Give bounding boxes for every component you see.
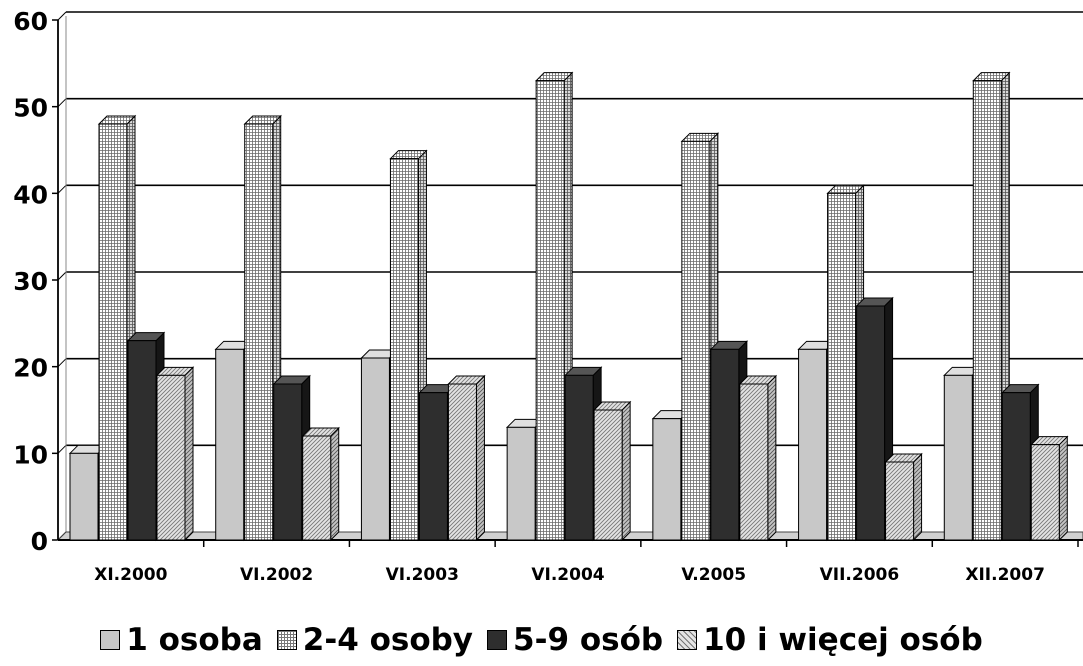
bar-front <box>1001 392 1031 541</box>
legend-item-2-4-osoby: 2-4 osoby <box>276 622 474 658</box>
bar-front <box>389 158 419 541</box>
bar-front <box>98 123 128 541</box>
y-tick-label: 60 <box>13 7 48 36</box>
bar <box>1030 435 1069 542</box>
bar-front <box>798 348 828 541</box>
bar-front <box>564 374 594 541</box>
legend-swatch <box>100 630 121 650</box>
gridline-depth <box>57 444 67 454</box>
legend-label: 2-4 osoby <box>302 622 474 658</box>
bar <box>447 374 486 542</box>
x-tick-label: VII.2006 <box>820 565 900 585</box>
bar-front <box>69 452 99 541</box>
bar <box>884 452 923 542</box>
legend-swatch <box>677 630 698 650</box>
bar-front <box>1030 444 1060 541</box>
gridline-depth <box>57 358 67 368</box>
bar-side <box>330 426 340 542</box>
bar-side <box>184 366 194 542</box>
y-tick-label: 30 <box>13 267 48 296</box>
bar-chart: 0 10 20 30 40 50 60 XI.2000 VI.2002 VI.2003 VI.200… <box>13 7 1083 585</box>
x-tick-label: XI.2000 <box>94 565 167 585</box>
bar-front <box>302 435 332 541</box>
bar <box>855 296 894 542</box>
bar-side <box>767 374 777 542</box>
bar <box>155 366 195 542</box>
bar-front <box>681 140 711 541</box>
bar <box>738 374 778 542</box>
bar-front <box>244 123 274 541</box>
bar-front <box>972 80 1002 541</box>
legend-item-5-9-osob: 5-9 osób <box>487 622 663 658</box>
y-tick-label: 10 <box>13 440 48 469</box>
x-tick-label: VI.2003 <box>386 565 459 585</box>
legend-label: 10 i więcej osób <box>703 622 983 658</box>
bar-front <box>885 461 915 541</box>
y-tick-label: 20 <box>13 354 48 383</box>
bar-front <box>360 357 390 541</box>
bar-front <box>652 418 682 541</box>
x-tick-label: V.2005 <box>681 565 746 585</box>
gridline-depth <box>57 271 67 281</box>
legend-swatch <box>487 630 508 650</box>
bar-front <box>856 305 886 541</box>
bar <box>709 340 749 542</box>
tick-labels: 0 10 20 30 40 50 60 XI.2000 VI.2002 VI.2003 VI.200… <box>13 7 1045 585</box>
bar-front <box>506 426 536 541</box>
gridline-depth <box>57 11 67 21</box>
bar-side <box>621 400 631 542</box>
bar-front <box>739 383 769 541</box>
x-tick-label: VI.2004 <box>531 565 604 585</box>
bar <box>97 114 137 542</box>
bar-side <box>1058 435 1068 542</box>
bar-front <box>593 409 623 541</box>
legend-label: 5-9 osób <box>513 622 664 658</box>
bar-front <box>535 80 565 541</box>
bar-front <box>943 374 973 541</box>
bar <box>301 426 340 542</box>
bar <box>243 114 282 542</box>
y-tick-label: 0 <box>31 527 48 556</box>
bar-side <box>913 452 923 542</box>
gridline-depth <box>57 184 67 194</box>
legend: 1 osoba 2-4 osoby 5-9 osób 10 i więcej o… <box>0 622 1083 658</box>
bar-front <box>127 340 157 541</box>
bar-front <box>827 192 857 541</box>
gridline-depth <box>57 98 67 108</box>
legend-item-1-osoba: 1 osoba <box>100 622 263 658</box>
bar-front <box>447 383 477 541</box>
y-tick-label: 50 <box>13 94 48 123</box>
bar-front <box>710 348 740 541</box>
bar-front <box>156 374 186 541</box>
bar-front <box>215 348 245 541</box>
bar <box>592 400 632 542</box>
x-tick-label: XII.2007 <box>965 565 1045 585</box>
legend-swatch <box>276 630 297 650</box>
bar-side <box>475 374 485 542</box>
bar-front <box>273 383 303 541</box>
bar <box>972 71 1011 542</box>
bar-front <box>418 392 448 541</box>
bars <box>68 71 1069 542</box>
legend-label: 1 osoba <box>126 622 263 658</box>
x-tick-label: VI.2002 <box>240 565 313 585</box>
legend-item-10-i-wiecej-osob: 10 i więcej osób <box>677 622 983 658</box>
y-tick-label: 40 <box>13 180 48 209</box>
bar <box>680 132 720 542</box>
